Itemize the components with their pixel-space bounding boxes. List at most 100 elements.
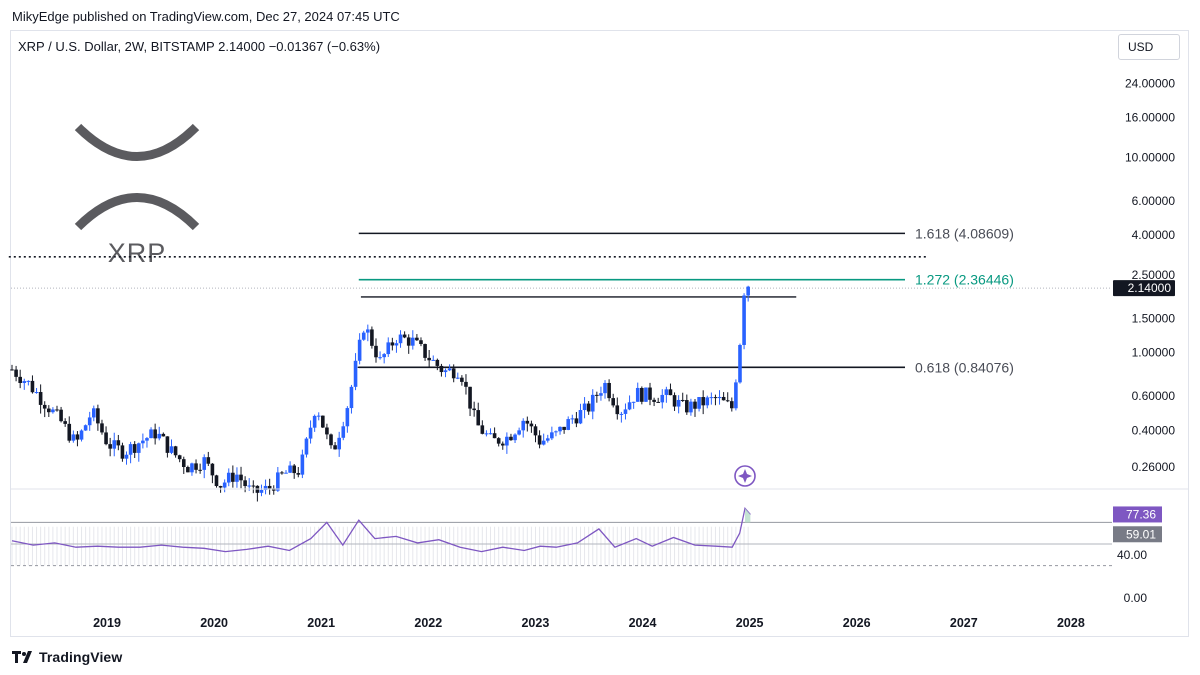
price-tick-label: 0.60000 — [1132, 389, 1176, 403]
candle — [55, 405, 59, 412]
candle — [300, 449, 305, 479]
candle — [14, 365, 18, 382]
candle — [492, 427, 497, 439]
candle — [296, 467, 301, 478]
time-tick-label: 2022 — [414, 616, 442, 630]
candle — [537, 430, 542, 449]
candle — [231, 465, 235, 488]
candle — [566, 416, 571, 431]
candle — [198, 463, 202, 474]
publisher-line: MikyEdge published on TradingView.com, D… — [12, 9, 400, 24]
candle — [496, 437, 501, 447]
candle — [325, 423, 329, 440]
candle — [701, 390, 705, 415]
candle — [607, 379, 611, 402]
candle — [472, 401, 476, 417]
time-tick-label: 2027 — [950, 616, 978, 630]
candle — [288, 461, 292, 474]
candle — [480, 420, 485, 435]
candle — [435, 358, 440, 371]
candle — [394, 339, 399, 353]
candle — [451, 364, 456, 383]
candle — [644, 387, 648, 402]
candle — [746, 285, 750, 302]
last-price-label: 2.14000 — [1113, 280, 1175, 297]
candle — [668, 383, 673, 396]
candle — [529, 420, 534, 433]
candle — [235, 467, 239, 488]
candle — [96, 404, 100, 431]
candle — [640, 386, 644, 405]
time-tick-label: 2023 — [521, 616, 549, 630]
price-tick-label: 24.00000 — [1125, 76, 1175, 90]
footer-brand: TradingView — [39, 649, 123, 665]
candle — [136, 442, 141, 462]
candle — [345, 406, 350, 433]
candle — [697, 397, 701, 412]
footer-logo[interactable]: TradingView — [12, 649, 122, 665]
price-tick-label: 0.26000 — [1132, 460, 1176, 474]
candle — [251, 480, 256, 494]
fib-level-label: 1.272 (2.36446) — [915, 272, 1014, 288]
candle — [145, 437, 149, 448]
candle — [120, 442, 125, 462]
candle — [374, 338, 378, 363]
candle — [582, 397, 587, 419]
candle — [271, 485, 276, 495]
time-axis[interactable]: 2019 2020 2021 2022 2023 2024 2025 2026 2027 2028 — [93, 616, 1085, 630]
candle — [34, 387, 39, 394]
candle — [488, 428, 493, 435]
candle — [595, 391, 599, 403]
candle — [431, 355, 436, 361]
rsi-value-badge — [1113, 526, 1162, 543]
candle — [42, 401, 47, 418]
candle — [509, 433, 513, 441]
candle — [165, 436, 170, 458]
currency-button[interactable]: USD — [1118, 34, 1180, 60]
candle — [67, 416, 72, 443]
candles — [10, 285, 750, 502]
chart-frame — [10, 30, 1189, 637]
candle — [619, 411, 624, 423]
price-tick-label: 2.50000 — [1132, 268, 1176, 282]
candle — [280, 470, 284, 475]
candle — [214, 474, 219, 488]
fib-level-label: 1.618 (4.08609) — [915, 225, 1014, 241]
candle — [100, 419, 104, 435]
candle — [685, 394, 689, 415]
event-marker-icon[interactable] — [734, 465, 756, 487]
rsi-tick-label: 0.00 — [1124, 591, 1148, 605]
candle — [337, 431, 341, 457]
candle — [652, 397, 656, 407]
candle — [730, 397, 734, 412]
candle — [226, 468, 231, 487]
rsi-value-text: 77.36 — [1126, 507, 1156, 521]
candle — [578, 403, 583, 425]
candle — [267, 478, 272, 495]
rsi-tick-label: 40.00 — [1117, 548, 1147, 562]
candle — [177, 454, 182, 463]
candle — [366, 324, 370, 342]
candle — [243, 476, 247, 493]
candle — [190, 462, 194, 476]
candle — [676, 395, 681, 414]
candle — [26, 380, 31, 386]
time-tick-label: 2026 — [843, 616, 871, 630]
candle — [709, 392, 714, 405]
price-axis[interactable]: 24.00000 16.00000 10.00000 6.00000 4.00000 2.… — [1125, 76, 1175, 473]
candle — [333, 441, 337, 450]
candle — [132, 441, 137, 459]
last-price-badge — [1113, 280, 1175, 297]
candle — [586, 401, 591, 415]
candle — [153, 423, 157, 445]
candle — [419, 337, 423, 347]
candle — [500, 441, 505, 450]
last-price-text: 2.14000 — [1128, 281, 1172, 295]
candle — [128, 441, 133, 464]
fib-level-label: 0.618 (0.84076) — [915, 359, 1014, 375]
candle — [378, 351, 382, 360]
candle — [386, 337, 391, 357]
rsi-pane: 40.00 0.00 77.36 59.01 — [11, 506, 1162, 605]
fib-levels[interactable]: 1.618 (4.08609) 1.272 (2.36446) 0.618 (0.8… — [358, 225, 1014, 375]
